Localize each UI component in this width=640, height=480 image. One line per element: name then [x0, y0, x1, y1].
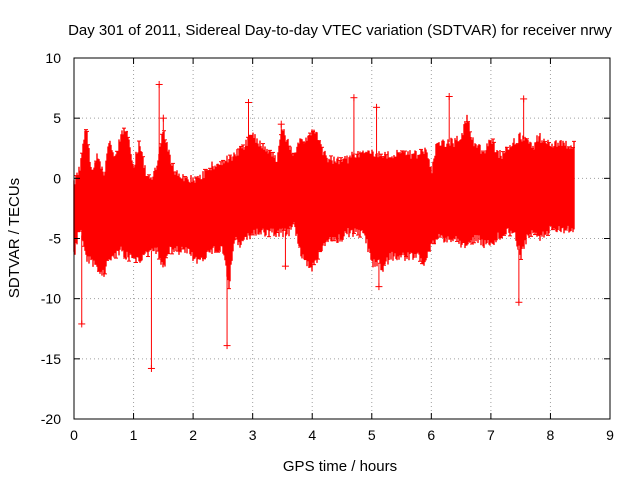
x-tick-labels: 0 1 2 3 4 5 6 7 8 9 — [70, 427, 614, 443]
x-tick-label: 9 — [606, 427, 614, 443]
y-axis-label: SDTVAR / TECUs — [6, 178, 23, 298]
y-tick-label: -20 — [41, 411, 61, 427]
x-tick-label: 1 — [130, 427, 138, 443]
x-tick-label: 0 — [70, 427, 78, 443]
x-tick-label: 8 — [547, 427, 555, 443]
plot-data — [73, 80, 576, 372]
y-tick-label: 5 — [53, 110, 61, 126]
y-tick-label: -5 — [49, 231, 62, 247]
outlier-point — [375, 283, 383, 291]
x-tick-label: 7 — [487, 427, 495, 443]
axis-ticks — [73, 57, 611, 420]
outlier-point — [281, 262, 289, 270]
outlier-point — [155, 80, 163, 88]
x-tick-label: 3 — [249, 427, 257, 443]
outlier-point — [147, 364, 155, 372]
outlier-point — [277, 120, 285, 128]
x-tick-label: 2 — [189, 427, 197, 443]
outlier-point — [350, 94, 358, 102]
y-tick-label: -10 — [41, 291, 61, 307]
y-tick-label: -15 — [41, 351, 61, 367]
outlier-point — [223, 342, 231, 350]
y-tick-label: 0 — [53, 170, 61, 186]
outlier-point — [515, 298, 523, 306]
outlier-point — [373, 103, 381, 111]
x-tick-label: 5 — [368, 427, 376, 443]
outlier-point — [159, 114, 167, 122]
outlier-point — [78, 320, 86, 328]
y-tick-label: 10 — [45, 50, 61, 66]
chart-title: Day 301 of 2011, Sidereal Day-to-day VTE… — [68, 22, 612, 39]
x-tick-label: 6 — [427, 427, 435, 443]
outlier-point — [244, 99, 252, 107]
x-tick-label: 4 — [308, 427, 316, 443]
y-tick-labels: 10 5 0 -5 -10 -15 -20 — [41, 50, 61, 427]
x-axis-label: GPS time / hours — [283, 458, 397, 475]
outlier-point — [445, 93, 453, 101]
outlier-point — [520, 95, 528, 103]
